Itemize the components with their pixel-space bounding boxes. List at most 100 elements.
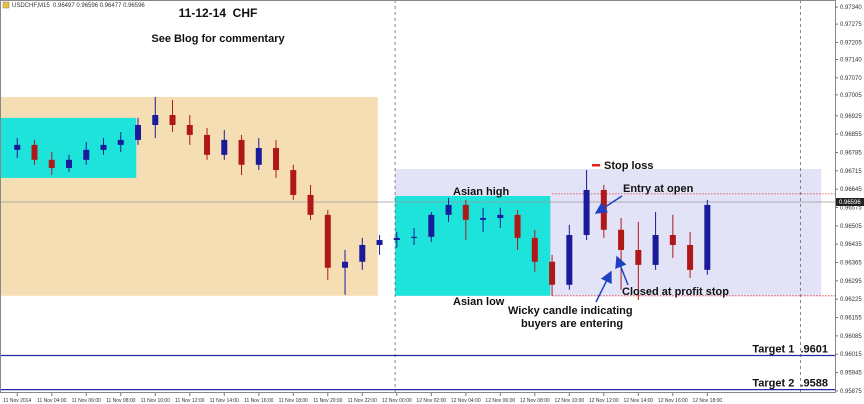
candle-body (531, 237, 538, 262)
x-tick-label: 11 Nov 2014 (3, 398, 31, 404)
x-tick-label: 11 Nov 22:00 (348, 398, 378, 404)
x-tick-label: 11 Nov 06:00 (72, 398, 102, 404)
x-tick-label: 12 Nov 00:00 (382, 398, 412, 404)
x-tick-label: 11 Nov 04:00 (37, 398, 67, 404)
candle-body (117, 139, 124, 145)
y-tick-label: 0.97005 (840, 93, 862, 99)
candle-body (48, 159, 55, 168)
candle-body (635, 249, 642, 265)
candle-body (290, 170, 297, 195)
annotation: Stop loss (604, 160, 654, 172)
current-price-box (836, 198, 864, 207)
candle-body (83, 149, 90, 160)
y-tick-label: 0.97140 (840, 57, 862, 63)
chart-subtitle: See Blog for commentary (151, 33, 285, 45)
candle-body (186, 124, 193, 135)
x-tick-label: 11 Nov 18:00 (279, 398, 309, 404)
x-tick-label: 11 Nov 10:00 (141, 398, 171, 404)
x-tick-label: 12 Nov 08:00 (520, 398, 550, 404)
y-tick-label: 0.95875 (840, 389, 862, 395)
candle-body (376, 239, 383, 245)
candle-body (497, 214, 504, 218)
y-tick-label: 0.96225 (840, 297, 862, 303)
annotation: Wicky candle indicating (508, 305, 633, 317)
candle-body (169, 115, 176, 125)
candle-body (704, 204, 711, 270)
plot-frame (0, 0, 836, 393)
x-tick-label: 11 Nov 16:00 (244, 398, 274, 404)
y-tick-label: 0.96505 (840, 224, 862, 230)
candle-body (687, 244, 694, 270)
candle-body (393, 237, 400, 240)
annotation: Asian low (453, 296, 505, 308)
candle-body (618, 229, 625, 250)
zone (0, 117, 137, 178)
header: USDCHF,M15 0.96497 0.96596 0.96477 0.965… (12, 3, 145, 9)
x-tick-label: 12 Nov 06:00 (485, 398, 515, 404)
level-label: Target 2 .9588 (752, 378, 828, 390)
candle-body (66, 159, 73, 168)
level-label: Target 1 .9601 (752, 344, 828, 356)
y-tick-label: 0.96435 (840, 242, 862, 248)
x-tick-label: 11 Nov 14:00 (210, 398, 240, 404)
y-tick-label: 0.96085 (840, 334, 862, 340)
current-price-label: 0.96596 (839, 200, 861, 206)
candle-body (204, 134, 211, 155)
zones (0, 96, 822, 296)
x-tick-label: 12 Nov 14:00 (623, 398, 653, 404)
y-tick-label: 0.97340 (840, 5, 862, 11)
candle-body (31, 144, 38, 160)
candle-body (255, 148, 262, 165)
x-tick-label: 12 Nov 02:00 (416, 398, 446, 404)
arrow (594, 195, 623, 214)
x-tick-label: 11 Nov 20:00 (313, 398, 343, 404)
candle-body (549, 261, 556, 285)
y-tick-label: 0.96785 (840, 150, 862, 156)
candle-body (514, 214, 521, 238)
candle-body (273, 148, 280, 171)
candle-body (428, 214, 435, 237)
candle-body (583, 189, 590, 236)
candle-body (411, 236, 418, 238)
y-tick-label: 0.96645 (840, 187, 862, 193)
y-tick-label: 0.96015 (840, 352, 862, 358)
chart-title: 11-12-14 CHF (179, 6, 258, 20)
candle-body (359, 244, 366, 262)
candles (14, 96, 711, 300)
candle-body (445, 204, 452, 215)
y-tick-label: 0.97205 (840, 40, 862, 46)
annotation: Entry at open (623, 183, 694, 195)
arrow (595, 270, 612, 303)
candle-body (342, 261, 349, 268)
y-tick-label: 0.97070 (840, 76, 862, 82)
candle-body (135, 124, 142, 140)
candle-body (566, 235, 573, 285)
symbol-icon (2, 1, 10, 9)
y-tick-label: 0.96575 (840, 206, 862, 212)
annotation: Asian high (453, 186, 510, 198)
labels: Target 1 .9601 Target 2 .9588 Stop loss Ent… (453, 160, 828, 390)
arrow (615, 255, 629, 286)
x-tick-label: 12 Nov 12:00 (589, 398, 619, 404)
y-tick-label: 0.96715 (840, 169, 862, 175)
x-tick-label: 12 Nov 04:00 (451, 398, 481, 404)
annotation: Closed at profit stop (622, 286, 729, 298)
y-tick-label: 0.96365 (840, 261, 862, 267)
candle-body (652, 235, 659, 265)
x-tick-label: 11 Nov 08:00 (106, 398, 136, 404)
candle-body (669, 235, 676, 245)
candle-body (307, 194, 314, 215)
y-tick-label: 0.95945 (840, 371, 862, 377)
y-tick-label: 0.97275 (840, 22, 862, 28)
y-tick-label: 0.96925 (840, 114, 862, 120)
candle-body (100, 144, 107, 150)
x-tick-label: 12 Nov 16:00 (658, 398, 688, 404)
x-tick-label: 12 Nov 18:00 (692, 398, 722, 404)
stop-loss-mark (592, 164, 600, 167)
y-tick-label: 0.96155 (840, 316, 862, 322)
candle-body (221, 139, 228, 155)
x-tick-label: 11 Nov 12:00 (175, 398, 205, 404)
annotation: buyers are entering (521, 318, 623, 330)
candle-body (152, 115, 159, 125)
